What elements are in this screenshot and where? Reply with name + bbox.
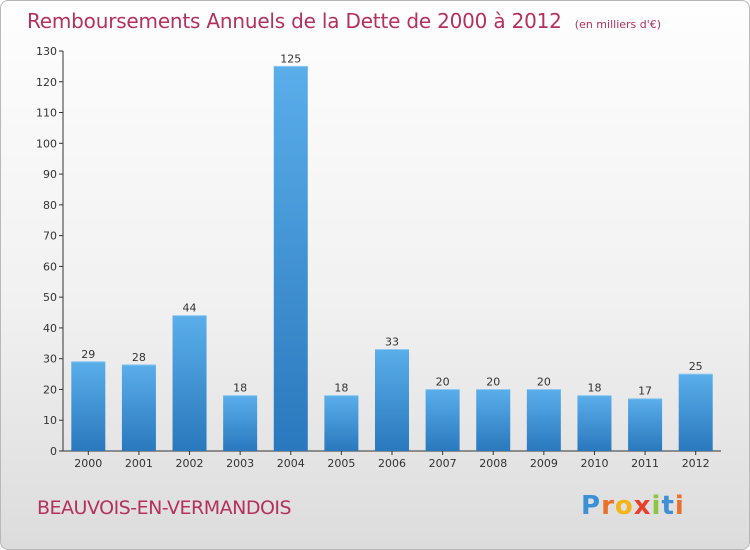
bar-value-label: 25 [689, 360, 703, 373]
x-tick-label: 2005 [327, 457, 355, 470]
bar [71, 361, 106, 451]
y-tick-label: 10 [43, 414, 57, 427]
chart-title: Remboursements Annuels de la Dette de 20… [27, 9, 562, 33]
bar [526, 389, 561, 451]
x-tick-label: 2012 [682, 457, 710, 470]
y-tick-label: 50 [43, 291, 57, 304]
bar-value-label: 18 [233, 382, 247, 395]
bar-value-label: 44 [183, 302, 197, 315]
bar [577, 395, 612, 451]
bar [172, 315, 207, 451]
x-tick-label: 2006 [378, 457, 406, 470]
x-tick-label: 2010 [580, 457, 608, 470]
y-tick-label: 60 [43, 260, 57, 273]
x-tick-label: 2002 [176, 457, 204, 470]
bar-value-label: 20 [537, 375, 551, 388]
y-tick-label: 80 [43, 199, 57, 212]
y-tick-label: 40 [43, 322, 57, 335]
x-tick-label: 2009 [530, 457, 558, 470]
y-tick-label: 100 [36, 137, 57, 150]
y-tick-label: 20 [43, 383, 57, 396]
bar [628, 398, 663, 451]
x-tick-label: 2004 [277, 457, 305, 470]
bar-value-label: 33 [385, 335, 399, 348]
logo-letter: i [674, 491, 685, 521]
bar [223, 395, 258, 451]
bar [324, 395, 359, 451]
bar-value-label: 20 [436, 375, 450, 388]
x-tick-label: 2000 [74, 457, 102, 470]
bar-value-label: 18 [587, 382, 601, 395]
logo-letter: P [581, 491, 602, 521]
logo-letter: i [651, 491, 662, 521]
logo-letter: r [601, 491, 615, 521]
x-tick-label: 2008 [479, 457, 507, 470]
y-tick-label: 90 [43, 168, 57, 181]
y-tick-label: 30 [43, 353, 57, 366]
y-tick-label: 120 [36, 76, 57, 89]
bar [273, 66, 308, 451]
logo-letter: o [614, 491, 634, 521]
logo-letter: t [661, 491, 675, 521]
bar [121, 364, 156, 451]
y-tick-label: 110 [36, 107, 57, 120]
x-tick-label: 2007 [429, 457, 457, 470]
proxiti-logo: Proxiti [581, 491, 685, 521]
bar [476, 389, 511, 451]
bar-value-label: 28 [132, 351, 146, 364]
bar [425, 389, 460, 451]
bar-value-label: 18 [334, 382, 348, 395]
chart-title-row: Remboursements Annuels de la Dette de 20… [27, 9, 661, 33]
commune-name: BEAUVOIS-EN-VERMANDOIS [37, 497, 292, 519]
x-tick-label: 2003 [226, 457, 254, 470]
bar-value-label: 20 [486, 375, 500, 388]
y-tick-label: 70 [43, 230, 57, 243]
bar [678, 374, 713, 451]
x-tick-label: 2011 [631, 457, 659, 470]
bar-value-label: 17 [638, 385, 652, 398]
bar [375, 349, 409, 451]
logo-letter: x [633, 491, 652, 521]
y-tick-label: 0 [50, 445, 57, 458]
bar-value-label: 125 [280, 52, 301, 65]
bar-value-label: 29 [81, 348, 95, 361]
x-tick-label: 2001 [125, 457, 153, 470]
chart-unit: (en milliers d'€) [574, 18, 662, 31]
y-tick-label: 130 [36, 45, 57, 58]
